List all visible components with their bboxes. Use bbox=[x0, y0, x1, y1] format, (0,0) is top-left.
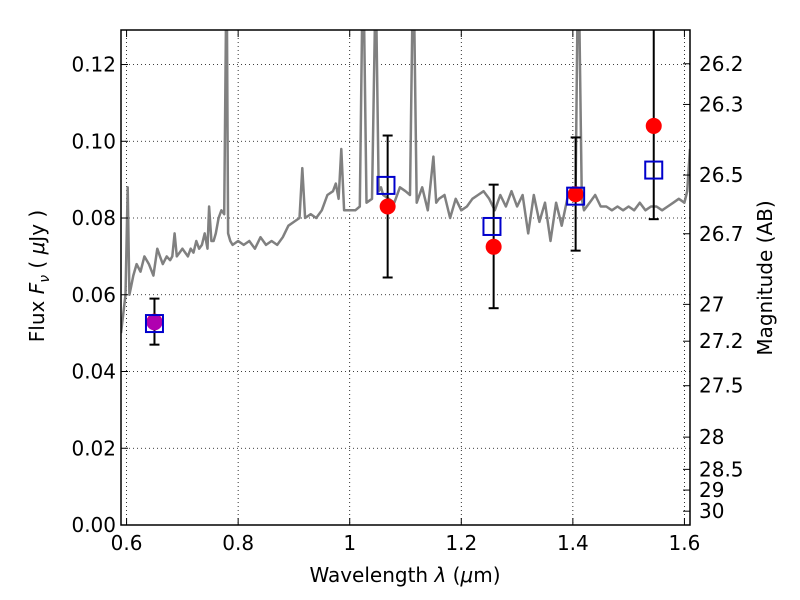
x-axis-label-unit-end: m) bbox=[473, 563, 500, 587]
y-ticks: 0.00 0.02 0.04 0.06 0.08 0.10 0.12 bbox=[71, 53, 128, 537]
y-axis-label-unit: ( bbox=[25, 254, 49, 275]
y-tick-label: 0.00 bbox=[71, 513, 116, 537]
y-axis-label: Flux Fν ( μJy ) bbox=[25, 210, 53, 342]
y-tick-label: 0.12 bbox=[71, 53, 116, 77]
model-point bbox=[376, 175, 396, 195]
y-tick-label: 0.02 bbox=[71, 436, 116, 460]
x-tick-label: 0.8 bbox=[222, 531, 254, 555]
model-point bbox=[566, 186, 586, 206]
magnitude-tick-label: 27.5 bbox=[699, 374, 744, 398]
x-tick-label: 1.6 bbox=[669, 531, 701, 555]
magnitude-tick-label: 26.7 bbox=[699, 222, 744, 246]
spectrum-line bbox=[121, 30, 690, 334]
data-points bbox=[144, 117, 664, 334]
observed-point bbox=[485, 238, 502, 255]
spectrum-layer bbox=[121, 30, 690, 334]
x-axis-label-symbol: λ bbox=[433, 563, 446, 587]
x-tick-label: 0.6 bbox=[111, 531, 143, 555]
observed-point bbox=[567, 186, 584, 203]
y-tick-label: 0.08 bbox=[71, 206, 116, 230]
magnitude-tick-label: 27.2 bbox=[699, 329, 744, 353]
x-tick-label: 1 bbox=[343, 531, 356, 555]
y-axis-label-subscript: ν bbox=[37, 275, 53, 283]
model-point bbox=[644, 160, 664, 180]
y-tick-label: 0.10 bbox=[71, 129, 116, 153]
x-axis-label-unit: ( bbox=[446, 563, 460, 587]
y-tick-label: 0.06 bbox=[71, 283, 116, 307]
highlight-point bbox=[146, 314, 163, 331]
magnitude-tick-label: 26.2 bbox=[699, 52, 744, 76]
x-axis-label: Wavelength λ (μm) bbox=[309, 563, 500, 587]
y-axis-label-mu: μ bbox=[25, 242, 49, 256]
magnitude-tick-label: 26.5 bbox=[699, 163, 744, 187]
x-ticks: 0.6 0.8 1 1.2 1.4 1.6 bbox=[111, 30, 701, 555]
plot-frame bbox=[120, 29, 691, 526]
x-axis-label-text: Wavelength bbox=[309, 563, 434, 587]
model-point bbox=[482, 216, 502, 236]
magnitude-tick-label: 27 bbox=[699, 292, 724, 316]
y-axis-label-text: Flux bbox=[25, 294, 49, 342]
magnitude-tick-label: 26.3 bbox=[699, 92, 744, 116]
x-tick-label: 1.4 bbox=[557, 531, 589, 555]
x-axis-label-mu: μ bbox=[459, 563, 473, 587]
y-tick-label: 0.04 bbox=[71, 360, 116, 384]
magnitude-tick-label: 28 bbox=[699, 425, 724, 449]
model-point bbox=[144, 314, 164, 334]
y-axis-label-unit-end: Jy ) bbox=[25, 210, 49, 244]
magnitude-tick-label: 30 bbox=[699, 499, 724, 523]
observed-point bbox=[645, 117, 662, 134]
observed-point bbox=[379, 198, 396, 215]
x-tick-label: 1.2 bbox=[445, 531, 477, 555]
right-axis-label: Magnitude (AB) bbox=[753, 200, 777, 355]
magnitude-tick-label: 29 bbox=[699, 478, 724, 502]
magnitude-tick-label: 28.5 bbox=[699, 457, 744, 481]
y-axis-label-symbol: F bbox=[25, 282, 49, 294]
